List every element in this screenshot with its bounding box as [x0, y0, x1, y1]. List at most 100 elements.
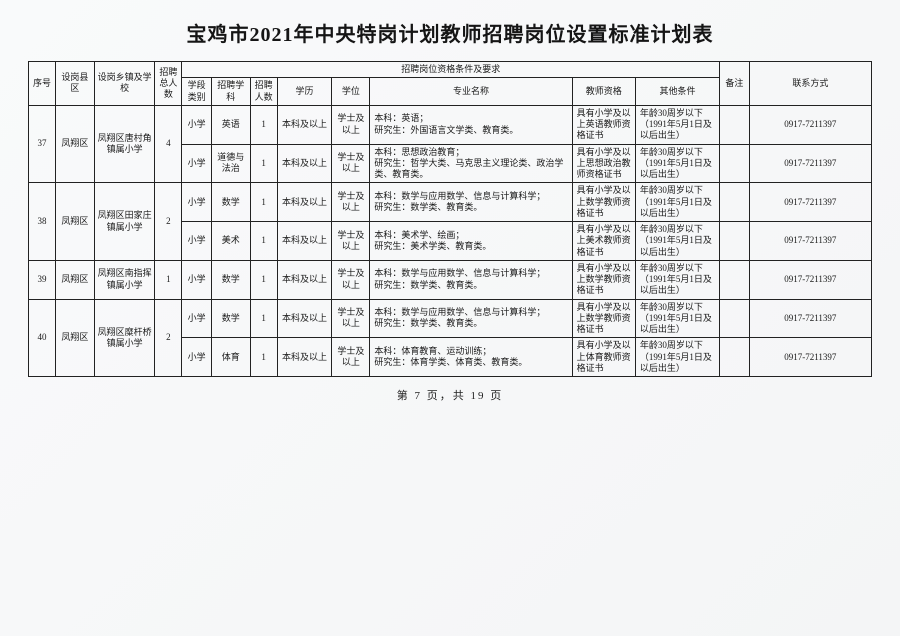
table-cell: 1 — [250, 105, 277, 144]
table-cell: 本科及以上 — [277, 299, 332, 338]
table-cell: 年龄30周岁以下（1991年5月1日及以后出生） — [635, 338, 719, 377]
table-cell: 凤翔区 — [55, 183, 94, 261]
document-page: 宝鸡市2021年中央特岗计划教师招聘岗位设置标准计划表 序号 设岗县区 设岗乡镇… — [0, 0, 900, 636]
table-cell: 1 — [250, 222, 277, 261]
table-cell — [720, 222, 750, 261]
table-cell: 0917-7211397 — [749, 144, 871, 183]
table-cell: 凤翔区南指挥镇属小学 — [94, 260, 155, 299]
th-cert: 教师资格 — [572, 78, 635, 106]
table-cell: 学士及以上 — [332, 105, 370, 144]
th-other: 其他条件 — [635, 78, 719, 106]
table-cell — [720, 105, 750, 144]
table-cell: 具有小学及以上数学教师资格证书 — [572, 299, 635, 338]
table-cell: 体育 — [211, 338, 250, 377]
table-row: 39凤翔区凤翔区南指挥镇属小学1小学数学1本科及以上学士及以上本科：数学与应用数… — [29, 260, 872, 299]
table-cell: 具有小学及以上美术教师资格证书 — [572, 222, 635, 261]
page-footer: 第 7 页，共 19 页 — [28, 387, 872, 403]
table-cell — [720, 260, 750, 299]
table-cell: 本科：数学与应用数学、信息与计算科学；研究生：数学类、教育类。 — [370, 299, 572, 338]
table-body: 37凤翔区凤翔区唐村角镇属小学4小学英语1本科及以上学士及以上本科：英语；研究生… — [29, 105, 872, 376]
table-row: 38凤翔区凤翔区田家庄镇属小学2小学数学1本科及以上学士及以上本科：数学与应用数… — [29, 183, 872, 222]
th-school: 设岗乡镇及学校 — [94, 62, 155, 106]
table-cell: 年龄30周岁以下（1991年5月1日及以后出生） — [635, 222, 719, 261]
table-cell: 1 — [250, 299, 277, 338]
table-cell: 本科：数学与应用数学、信息与计算科学；研究生：数学类、教育类。 — [370, 183, 572, 222]
table-cell: 凤翔区糜杆桥镇属小学 — [94, 299, 155, 377]
table-cell: 英语 — [211, 105, 250, 144]
table-cell: 本科及以上 — [277, 105, 332, 144]
table-cell: 本科：体育教育、运动训练；研究生：体育学类、体育类、教育类。 — [370, 338, 572, 377]
table-cell: 学士及以上 — [332, 144, 370, 183]
table-cell: 本科及以上 — [277, 222, 332, 261]
table-cell — [720, 299, 750, 338]
table-cell: 学士及以上 — [332, 222, 370, 261]
table-cell: 0917-7211397 — [749, 260, 871, 299]
table-cell: 小学 — [182, 338, 212, 377]
table-cell: 小学 — [182, 222, 212, 261]
table-cell: 年龄30周岁以下（1991年5月1日及以后出生） — [635, 260, 719, 299]
th-county: 设岗县区 — [55, 62, 94, 106]
th-contact: 联系方式 — [749, 62, 871, 106]
table-cell: 凤翔区唐村角镇属小学 — [94, 105, 155, 183]
table-cell: 0917-7211397 — [749, 338, 871, 377]
table-cell: 小学 — [182, 299, 212, 338]
table-cell: 年龄30周岁以下（1991年5月1日及以后出生） — [635, 299, 719, 338]
table-cell: 37 — [29, 105, 56, 183]
table-cell: 1 — [250, 260, 277, 299]
table-cell: 0917-7211397 — [749, 105, 871, 144]
table-cell: 年龄30周岁以下（1991年5月1日及以后出生） — [635, 105, 719, 144]
table-cell: 本科：数学与应用数学、信息与计算科学；研究生：数学类、教育类。 — [370, 260, 572, 299]
table-cell: 学士及以上 — [332, 299, 370, 338]
table-cell: 38 — [29, 183, 56, 261]
table-cell: 1 — [250, 144, 277, 183]
table-cell: 凤翔区 — [55, 299, 94, 377]
th-edu: 学历 — [277, 78, 332, 106]
table-cell: 本科及以上 — [277, 260, 332, 299]
th-major: 专业名称 — [370, 78, 572, 106]
table-cell: 小学 — [182, 183, 212, 222]
table-cell: 4 — [155, 105, 182, 183]
table-cell: 凤翔区 — [55, 105, 94, 183]
table-cell: 1 — [250, 183, 277, 222]
table-cell: 2 — [155, 299, 182, 377]
table-cell: 本科及以上 — [277, 183, 332, 222]
th-group: 招聘岗位资格条件及要求 — [182, 62, 720, 78]
table-cell: 本科：英语；研究生：外国语言文学类、教育类。 — [370, 105, 572, 144]
table-cell: 0917-7211397 — [749, 183, 871, 222]
table-cell: 学士及以上 — [332, 183, 370, 222]
table-cell: 本科及以上 — [277, 338, 332, 377]
table-cell: 数学 — [211, 260, 250, 299]
th-stage: 学段类别 — [182, 78, 212, 106]
th-total: 招聘总人数 — [155, 62, 182, 106]
table-header: 序号 设岗县区 设岗乡镇及学校 招聘总人数 招聘岗位资格条件及要求 备注 联系方… — [29, 62, 872, 106]
th-degree: 学位 — [332, 78, 370, 106]
table-cell: 1 — [250, 338, 277, 377]
table-cell: 具有小学及以上数学教师资格证书 — [572, 260, 635, 299]
table-cell — [720, 144, 750, 183]
table-cell: 本科及以上 — [277, 144, 332, 183]
table-cell: 年龄30周岁以下（1991年5月1日及以后出生） — [635, 183, 719, 222]
table-cell: 本科：思想政治教育；研究生：哲学大类、马克思主义理论类、政治学类、教育类。 — [370, 144, 572, 183]
table-cell: 39 — [29, 260, 56, 299]
table-cell: 学士及以上 — [332, 260, 370, 299]
th-subject: 招聘学科 — [211, 78, 250, 106]
table-cell: 具有小学及以上英语教师资格证书 — [572, 105, 635, 144]
table-cell: 0917-7211397 — [749, 222, 871, 261]
table-cell: 40 — [29, 299, 56, 377]
table-cell: 年龄30周岁以下（1991年5月1日及以后出生） — [635, 144, 719, 183]
table-cell: 具有小学及以上体育教师资格证书 — [572, 338, 635, 377]
table-row: 40凤翔区凤翔区糜杆桥镇属小学2小学数学1本科及以上学士及以上本科：数学与应用数… — [29, 299, 872, 338]
table-cell — [720, 338, 750, 377]
table-cell: 小学 — [182, 144, 212, 183]
table-cell: 具有小学及以上数学教师资格证书 — [572, 183, 635, 222]
page-title: 宝鸡市2021年中央特岗计划教师招聘岗位设置标准计划表 — [28, 18, 872, 47]
table-cell: 具有小学及以上思想政治教师资格证书 — [572, 144, 635, 183]
table-cell — [720, 183, 750, 222]
table-cell: 1 — [155, 260, 182, 299]
table-cell: 0917-7211397 — [749, 299, 871, 338]
th-num: 招聘人数 — [250, 78, 277, 106]
th-idx: 序号 — [29, 62, 56, 106]
table-cell: 数学 — [211, 299, 250, 338]
table-cell: 小学 — [182, 260, 212, 299]
table-cell: 2 — [155, 183, 182, 261]
